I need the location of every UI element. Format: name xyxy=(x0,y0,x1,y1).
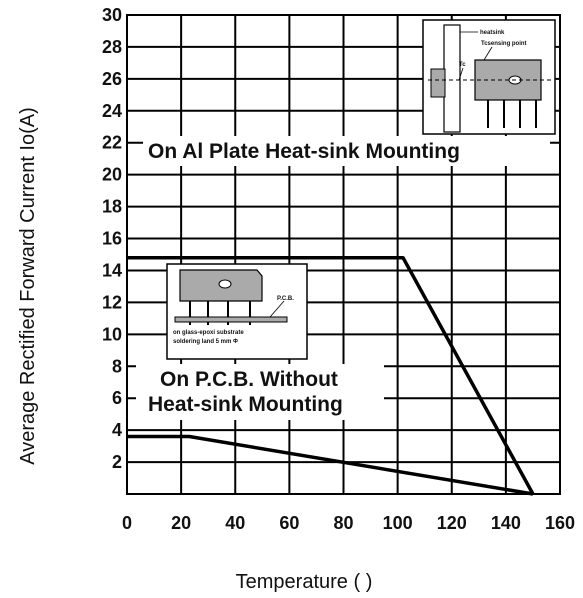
tc-label: Tc xyxy=(459,62,466,68)
y-axis-label: Average Rectified Forward Current Io(A) xyxy=(17,107,39,465)
solder-land-label: soldering land 5 mm Φ xyxy=(173,339,238,345)
y-tick-label: 22 xyxy=(102,133,122,153)
sensing-point-label: Tcsensing point xyxy=(481,41,527,47)
y-tick-label: 14 xyxy=(102,260,122,280)
pcb-label: P.C.B. xyxy=(277,296,294,302)
y-tick-label: 2 xyxy=(112,452,122,472)
x-tick-label: 80 xyxy=(333,513,353,533)
y-tick-label: 8 xyxy=(112,356,122,376)
plot-border xyxy=(126,14,561,495)
y-tick-label: 28 xyxy=(102,37,122,57)
annotation-pcb-line1: On P.C.B. Without xyxy=(160,368,338,391)
pcb-inset: P.C.B. on glass-epoxi substrate solderin… xyxy=(166,263,308,360)
y-tick-label: 30 xyxy=(102,5,122,25)
series-line-1 xyxy=(127,255,535,495)
chart-series xyxy=(127,255,535,496)
x-tick-label: 20 xyxy=(171,513,191,533)
x-tick-label: 40 xyxy=(225,513,245,533)
series-line-2 xyxy=(127,434,534,496)
x-tick-label: 160 xyxy=(545,513,575,533)
x-tick-label: 100 xyxy=(383,513,413,533)
annotation-pcb-line2: Heat-sink Mounting xyxy=(148,393,343,416)
y-tick-label: 16 xyxy=(102,229,122,249)
x-axis-ticks: 0 20 40 60 80 100 120 140 160 xyxy=(122,513,575,533)
y-tick-label: 26 xyxy=(102,69,122,89)
substrate-label: on glass-epoxi substrate xyxy=(173,330,244,336)
y-tick-label: 20 xyxy=(102,165,122,185)
y-tick-label: 10 xyxy=(102,324,122,344)
x-tick-label: 120 xyxy=(437,513,467,533)
annotation-al-plate: On Al Plate Heat-sink Mounting xyxy=(148,140,460,163)
x-axis-label: Temperature ( ) xyxy=(236,571,373,593)
y-tick-label: 18 xyxy=(102,197,122,217)
heatsink-label: heatsink xyxy=(480,30,505,36)
y-tick-label: 24 xyxy=(102,101,122,121)
y-tick-label: 12 xyxy=(102,292,122,312)
x-tick-label: 60 xyxy=(279,513,299,533)
y-tick-label: 6 xyxy=(112,388,122,408)
x-tick-label: 140 xyxy=(491,513,521,533)
y-tick-label: 4 xyxy=(112,420,122,440)
x-tick-label: 0 xyxy=(122,513,132,533)
heatsink-inset: heatsink Tcsensing point Tc xyxy=(422,19,556,135)
